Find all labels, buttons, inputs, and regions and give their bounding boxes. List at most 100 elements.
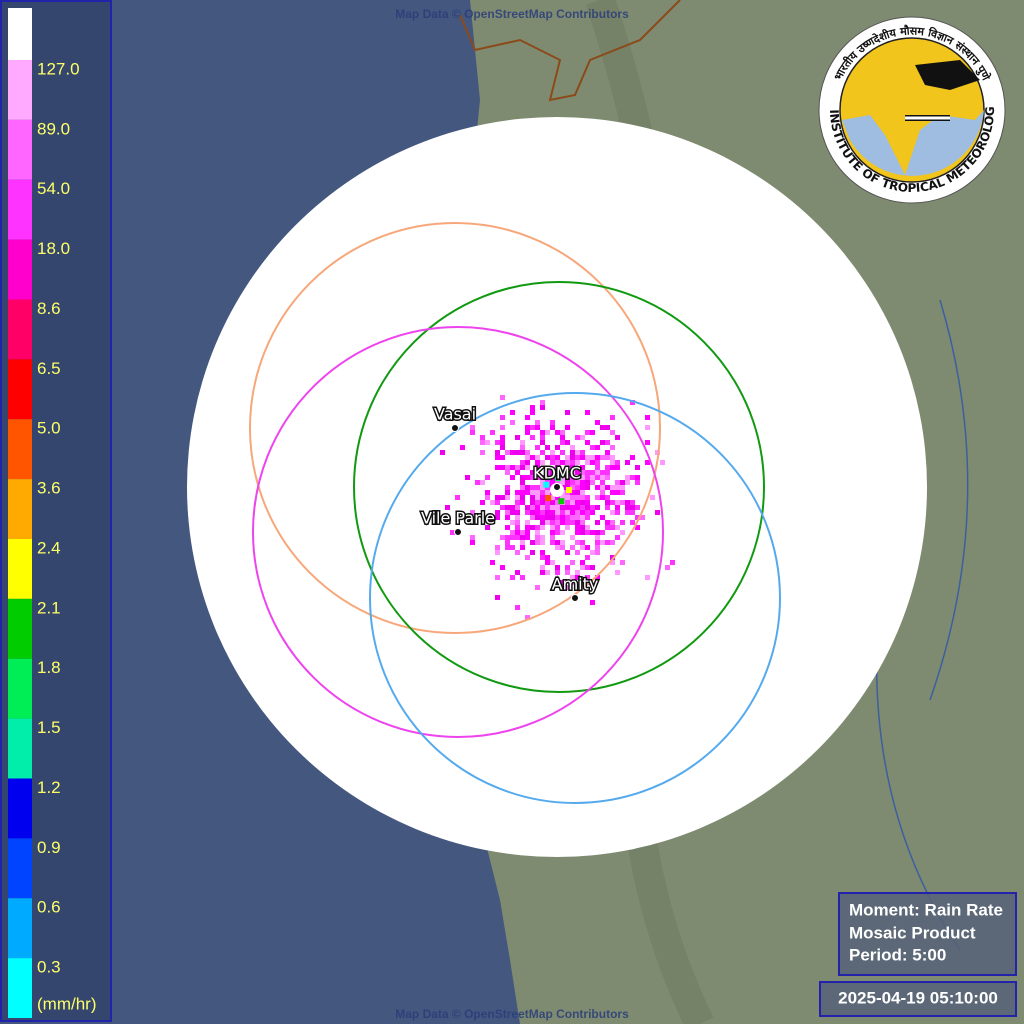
rain-pixel [610,455,615,460]
rain-pixel [565,525,570,530]
rain-pixel [525,555,530,560]
rain-pixel [520,460,525,465]
rain-pixel [470,425,475,430]
rain-pixel [500,455,505,460]
rain-pixel [545,430,550,435]
rain-pixel [530,490,535,495]
rain-pixel [525,450,530,455]
rain-pixel [495,510,500,515]
rain-pixel [580,450,585,455]
rain-pixel [545,555,550,560]
station-label: KDMC [533,464,581,483]
rain-pixel [560,435,565,440]
rain-pixel [555,460,560,465]
rain-pixel [585,515,590,520]
rain-pixel [505,465,510,470]
rain-pixel [585,575,590,580]
rain-pixel [560,530,565,535]
rain-pixel [520,450,525,455]
rain-pixel [560,495,565,500]
rain-pixel [625,480,630,485]
rain-pixel [615,510,620,515]
rain-pixel [590,565,595,570]
rain-pixel [635,480,640,485]
timestamp: 2025-04-19 05:10:00 [838,988,998,1007]
legend: 127.0 89.0 54.0 18.0 8.6 6.5 5.0 3.6 2.4 2.1 1.8 1.… [8,59,80,1018]
rain-pixel [620,560,625,565]
rain-pixel [535,465,540,470]
rain-pixel [505,535,510,540]
rain-pixel [545,570,550,575]
rain-pixel [505,450,510,455]
rain-pixel [560,580,565,585]
rain-pixel [515,535,520,540]
rain-pixel [570,575,575,580]
rain-pixel [555,430,560,435]
rain-pixel [655,450,660,455]
rain-pixel [530,550,535,555]
rain-pixel [565,515,570,520]
rain-pixel [610,560,615,565]
legend-label: 6.5 [37,359,61,378]
rain-pixel [620,530,625,535]
rain-pixel [605,540,610,545]
rain-pixel [450,530,455,535]
rain-pixel [540,450,545,455]
rain-pixel [605,495,610,500]
station-label: Amity [552,575,599,594]
rain-pixel [610,460,615,465]
rain-pixel [515,450,520,455]
rain-pixel [570,460,575,465]
rain-pixel [515,505,520,510]
rain-pixel [565,505,570,510]
rain-pixel [610,430,615,435]
rain-pixel [505,515,510,520]
rain-pixel [620,485,625,490]
rain-pixel [540,525,545,530]
rain-pixel [585,485,590,490]
rain-pixel [555,505,560,510]
rain-pixel [595,535,600,540]
rain-pixel [625,505,630,510]
rain-pixel [570,490,575,495]
rain-pixel [515,465,520,470]
rain-pixel [550,475,555,480]
rain-pixel [615,500,620,505]
rain-pixel [565,510,570,515]
rain-pixel [595,470,600,475]
rain-pixel [510,505,515,510]
rain-pixel [550,500,555,505]
rain-pixel [525,530,530,535]
rain-pixel [570,485,575,490]
rain-pixel [485,440,490,445]
rain-pixel [520,475,525,480]
rain-pixel [550,480,555,485]
rain-pixel [605,500,610,505]
timestamp-box [819,981,1017,1017]
legend-label: 1.5 [37,718,61,737]
rain-pixel [555,495,560,500]
rain-pixel [635,465,640,470]
rain-pixel [620,490,625,495]
rain-pixel [605,465,610,470]
rain-pixel [455,495,460,500]
rain-pixel [590,470,595,475]
info-period: Period: 5:00 [849,945,946,964]
rain-pixel [575,500,580,505]
rain-pixel [570,520,575,525]
rain-pixel [615,525,620,530]
legend-swatch [8,479,32,539]
rain-pixel [600,425,605,430]
rain-pixel [560,450,565,455]
rain-pixel [605,475,610,480]
station-marker [454,528,462,536]
rain-pixel [645,425,650,430]
rain-pixel [570,480,575,485]
rain-pixel [575,550,580,555]
rain-pixel [480,435,485,440]
rain-pixel [630,520,635,525]
rain-pixel [530,500,535,505]
legend-label: 1.8 [37,658,61,677]
rain-pixel [490,430,495,435]
rain-pixel [580,480,585,485]
